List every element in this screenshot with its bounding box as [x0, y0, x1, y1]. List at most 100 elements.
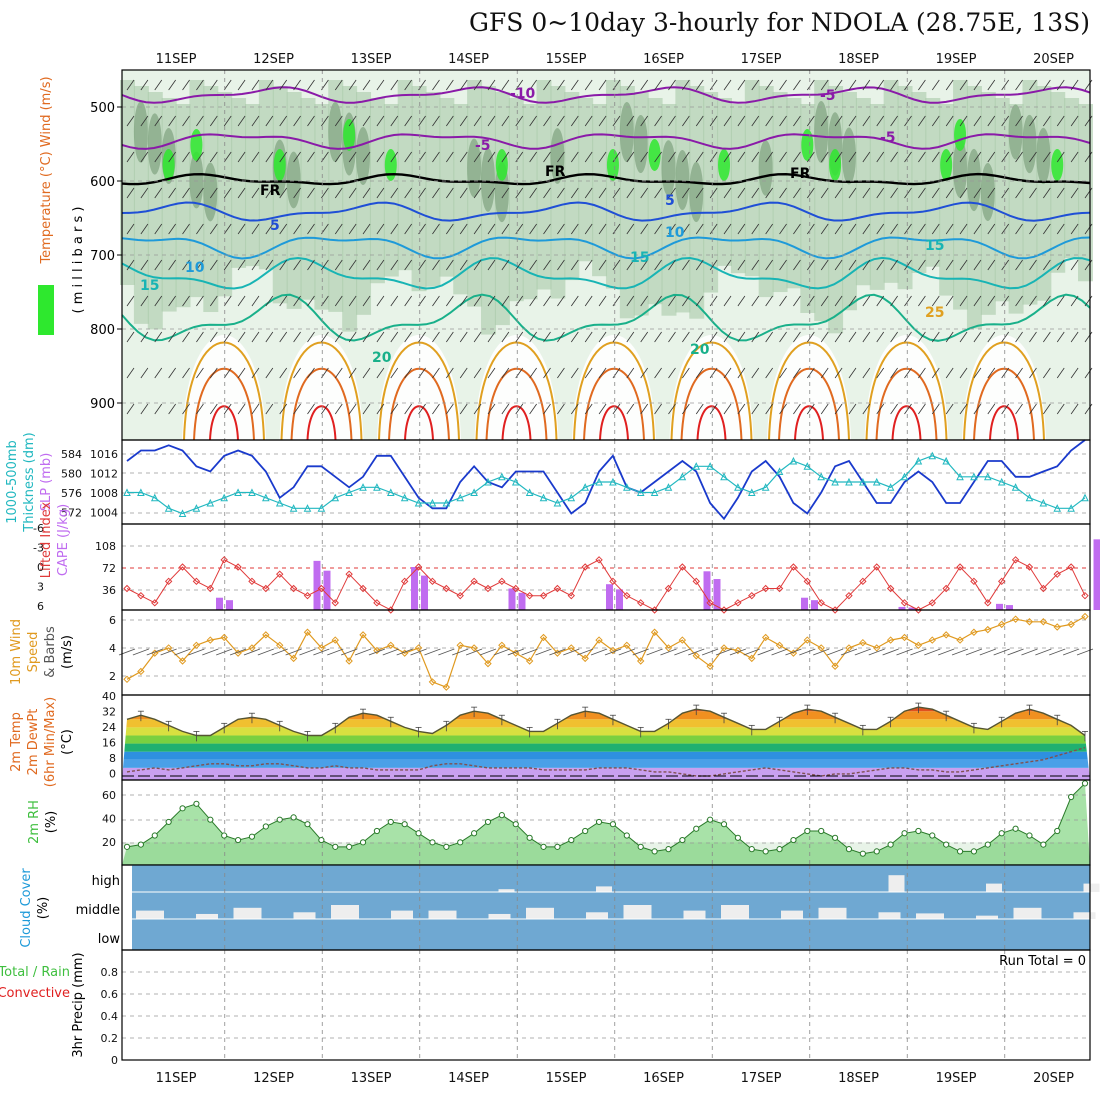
wind-barb	[529, 403, 537, 415]
wind-barb	[987, 115, 996, 127]
wind-barb	[779, 115, 787, 127]
cape-axis-label-0: Lifted Index	[39, 501, 54, 578]
cloud-level-label: high	[92, 874, 120, 889]
cape-bar	[713, 579, 721, 610]
wind-barb	[806, 403, 815, 415]
precip-tick-label: 0.8	[101, 966, 119, 979]
lifted-index-point	[1081, 591, 1089, 600]
wind-barb	[751, 151, 760, 163]
cape-bar	[518, 592, 526, 610]
wind-barb	[848, 187, 857, 199]
wind-speed-point	[997, 620, 1006, 629]
wind-barb	[598, 223, 607, 235]
cape-bar	[606, 584, 613, 610]
rh-shade	[175, 104, 191, 308]
wind-barb	[626, 403, 635, 415]
rh-dark-shade	[480, 148, 495, 212]
wind-barb	[806, 151, 815, 163]
wind-barb	[126, 295, 135, 307]
top-date-label: 13SEP	[351, 52, 392, 67]
wind-barb	[154, 115, 163, 127]
lifted-index-point	[553, 584, 562, 593]
wind-barb	[237, 115, 246, 127]
wind-barb	[904, 151, 912, 163]
rh-shade	[425, 92, 441, 287]
wind-barb	[1070, 151, 1079, 163]
rh2m-point	[540, 843, 547, 850]
wind-barb	[279, 223, 288, 235]
wind-barb	[1056, 115, 1065, 127]
slp-axis-label-1: Thickness (dm)	[22, 432, 37, 532]
wind-barb	[432, 295, 440, 307]
wind-barb	[876, 187, 885, 199]
wind-barb	[959, 403, 968, 415]
rh2m-point	[373, 827, 381, 835]
wind-speed-point	[276, 641, 284, 650]
wind-barb	[446, 151, 454, 163]
wind-barb	[598, 187, 607, 199]
wind-barb	[723, 115, 732, 127]
lifted-index-point	[789, 563, 798, 571]
rh2m-point	[901, 830, 908, 837]
wind-barb	[931, 403, 940, 415]
lifted-index-point	[637, 599, 645, 607]
wind-barb	[182, 259, 190, 271]
wind-barb	[918, 115, 926, 127]
wind-speed-point	[1025, 618, 1034, 626]
isotherm-25	[670, 341, 753, 441]
wind-speed-point	[192, 641, 201, 650]
upper-axis-label: Temperature (°C) Wind (m/s)	[39, 76, 54, 264]
rh2m-point	[804, 827, 811, 835]
wind-speed-point	[359, 631, 367, 639]
wind-barb	[168, 367, 176, 379]
wind-barb	[604, 648, 622, 656]
temp2m-panel: 40 32 24 16 8 0 2m Temp 2m DewPt (6hr Min/Max) (°…	[9, 690, 1091, 787]
wind-barb	[140, 403, 149, 415]
wind-speed-point	[789, 649, 798, 657]
wind-barb	[279, 259, 288, 271]
wind-barb	[640, 115, 649, 127]
wind-barb	[293, 331, 301, 343]
lifted-index-point	[428, 577, 437, 586]
wind-barb	[584, 79, 593, 91]
cloud-middle-bar	[233, 907, 262, 919]
wind-speed-point	[553, 649, 562, 657]
wind-barb	[987, 223, 996, 235]
rh2m-point	[609, 821, 617, 828]
wind-barb	[701, 648, 719, 656]
wind-barb	[473, 331, 482, 343]
isotherm-30	[680, 367, 743, 441]
lifted-index-point	[706, 599, 714, 607]
wind-barb	[640, 187, 649, 199]
wind-barb	[612, 259, 621, 271]
wind-barb	[959, 331, 968, 343]
contour-label: FR	[260, 183, 281, 199]
rh2m-point	[290, 814, 297, 821]
isotherm-30	[583, 367, 645, 441]
li-tick-label: 0	[37, 561, 44, 574]
wind-barb	[362, 187, 371, 199]
wind-barb	[1029, 367, 1037, 379]
isotherm-30	[290, 367, 353, 441]
thickness-point	[137, 488, 145, 496]
lifted-index-point	[373, 599, 381, 607]
precip-tick-label: 0.6	[101, 988, 119, 1001]
thickness-point	[970, 472, 978, 481]
wind-barb	[126, 403, 135, 415]
rh2m-point	[665, 846, 672, 853]
wind-barb	[945, 187, 954, 199]
wind-barb	[945, 151, 954, 163]
lifted-index-point	[414, 563, 423, 571]
wind-barb	[723, 295, 732, 307]
thickness-point	[511, 477, 520, 486]
wind-barb	[834, 331, 843, 343]
wind-barb	[779, 295, 787, 307]
wind-barb	[563, 648, 580, 656]
wind-barb	[626, 223, 635, 235]
wind-speed-point	[317, 644, 326, 652]
wind-barb	[973, 151, 982, 163]
rh2m-point	[818, 827, 825, 835]
wind-barb	[446, 223, 454, 235]
wind-barb	[432, 331, 440, 343]
thickness-point	[623, 483, 631, 491]
